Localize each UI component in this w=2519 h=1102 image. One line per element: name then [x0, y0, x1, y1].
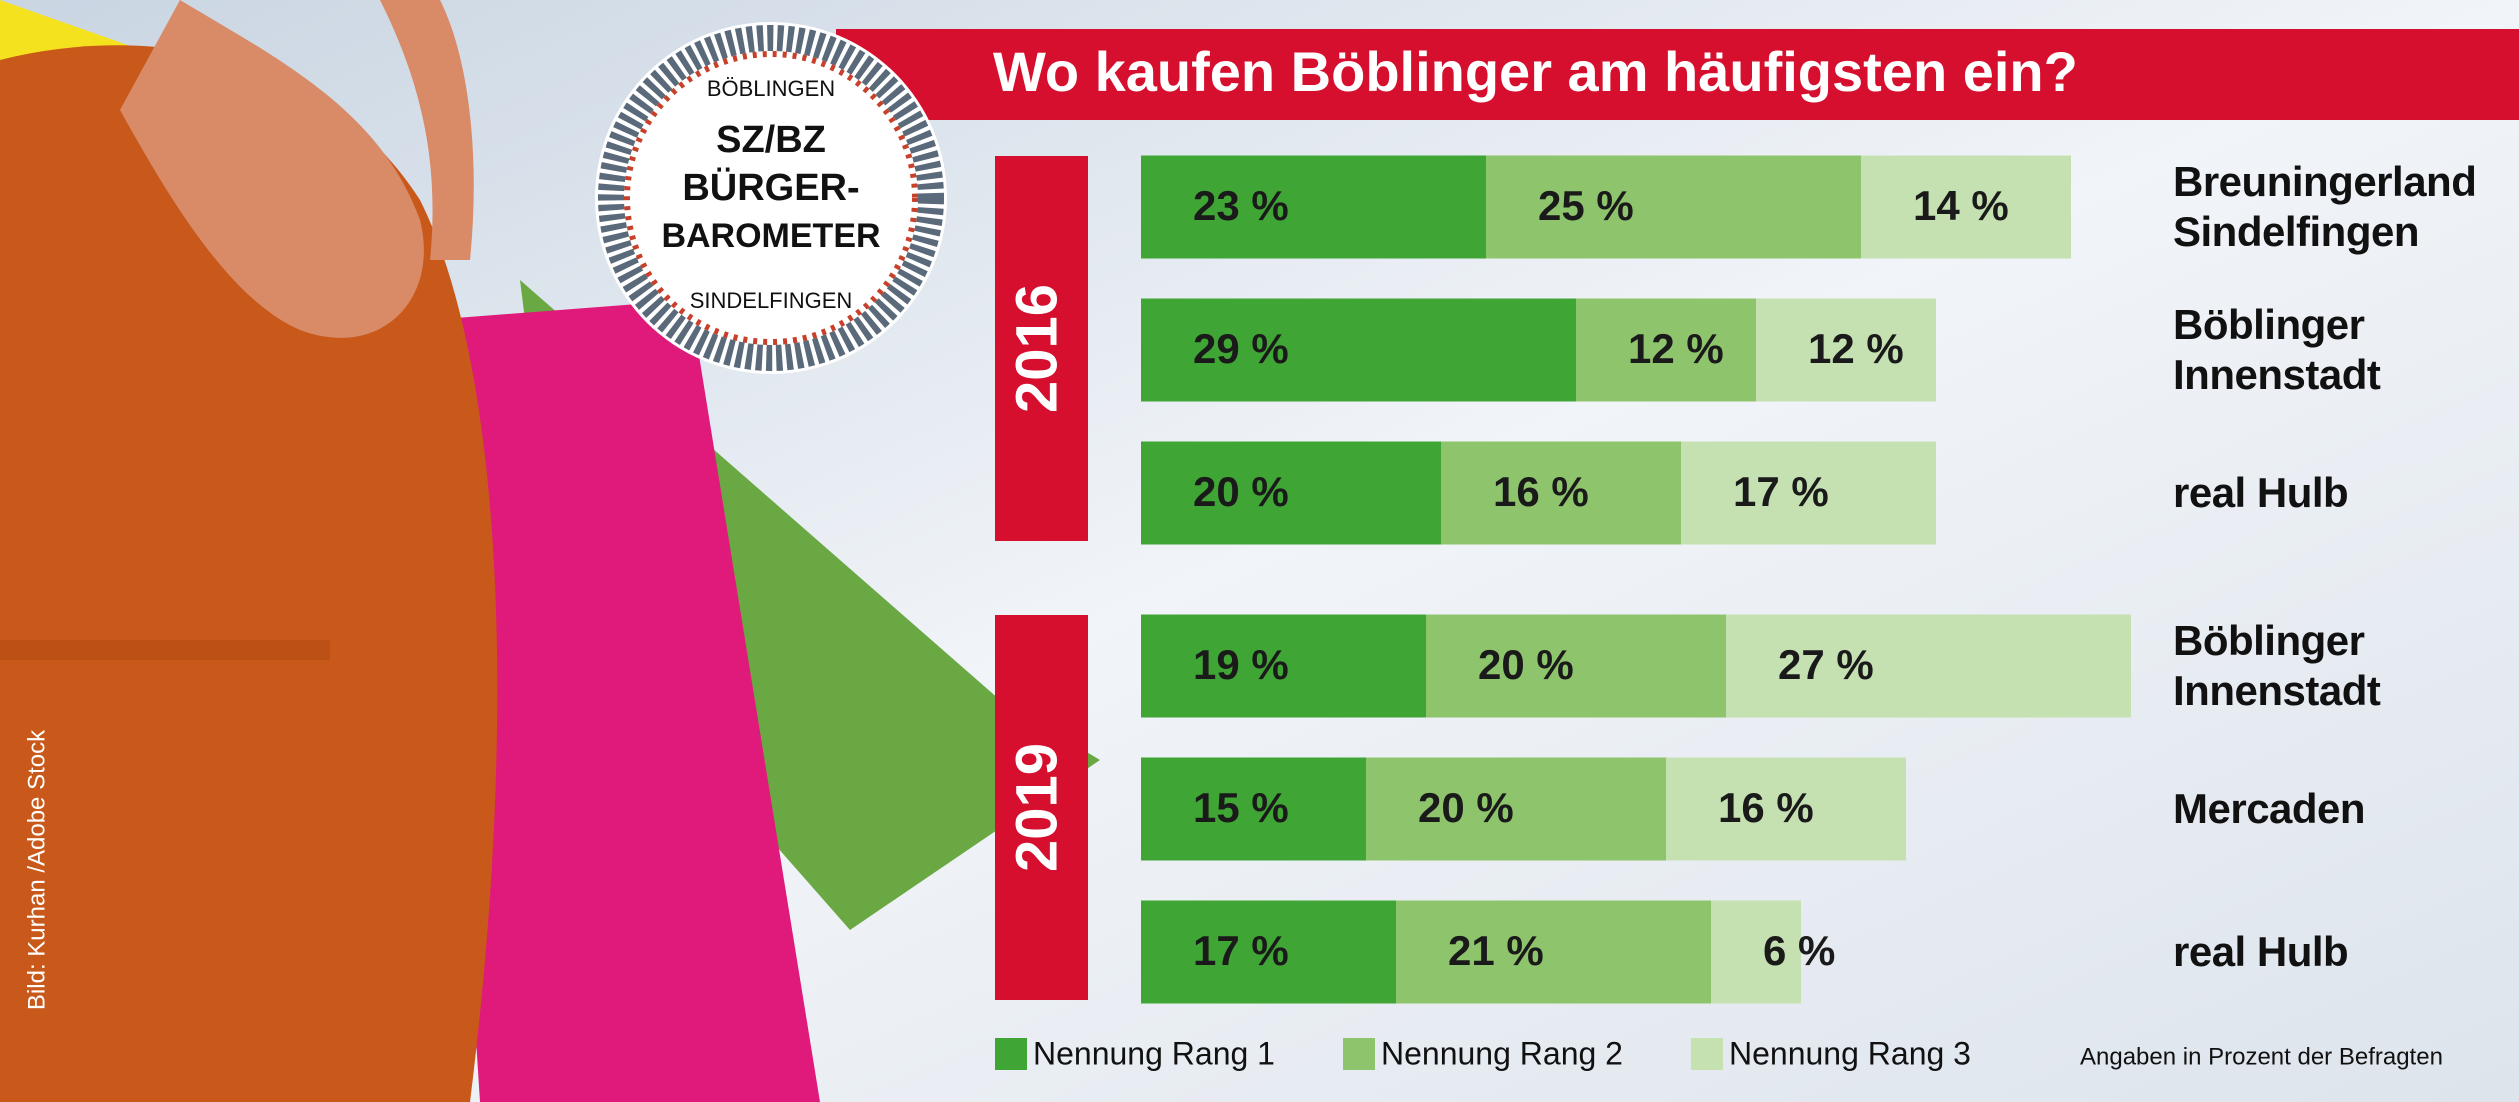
- category-label: Böblinger Innenstadt: [2173, 301, 2381, 398]
- value-label: 16 %: [1718, 784, 1814, 831]
- value-label: 21 %: [1448, 927, 1544, 974]
- bar-segment: [1756, 298, 1936, 402]
- credit: Bild: Kurhan /Adobe Stock: [23, 729, 50, 1010]
- photo: [0, 0, 1100, 1102]
- badge-bottom: SINDELFINGEN: [690, 288, 853, 313]
- legend-label: Nennung Rang 2: [1381, 1035, 1623, 1071]
- bar-segment: [1711, 900, 1801, 1004]
- bar-segment: [1396, 900, 1711, 1004]
- bar-segment: [1576, 298, 1756, 402]
- bar-segment: [1486, 155, 1861, 259]
- chart-title: Wo kaufen Böblinger am häufigsten ein?: [993, 40, 2078, 103]
- legend-swatch: [995, 1038, 1027, 1070]
- value-label: 29 %: [1193, 325, 1289, 372]
- bar-segment: [1366, 757, 1666, 861]
- bar-segment: [1141, 155, 1486, 259]
- bar-segment: [1141, 441, 1441, 545]
- legend-label: Nennung Rang 3: [1729, 1035, 1971, 1071]
- badge-line: BÜRGER-: [682, 166, 859, 209]
- value-label: 16 %: [1493, 468, 1589, 515]
- group-label: 2016: [1004, 284, 1069, 413]
- badge-top: BÖBLINGEN: [707, 76, 835, 101]
- group-label: 2019: [1004, 743, 1069, 872]
- bar-segment: [1141, 298, 1576, 402]
- value-label: 15 %: [1193, 784, 1289, 831]
- legend-swatch: [1691, 1038, 1723, 1070]
- bar-segment: [1726, 614, 2131, 718]
- value-label: 14 %: [1913, 182, 2009, 229]
- group-bar: [995, 615, 1088, 1000]
- badge: BÖBLINGEN SZ/BZ BÜRGER- BAROMETER SINDEL…: [595, 22, 947, 374]
- bar-segment: [1861, 155, 2071, 259]
- bar-segment: [1681, 441, 1936, 545]
- value-label: 20 %: [1193, 468, 1289, 515]
- category-label: Breuningerland Sindelfingen: [2173, 158, 2477, 255]
- value-label: 23 %: [1193, 182, 1289, 229]
- badge-line: BAROMETER: [661, 217, 880, 255]
- bar-segment: [1426, 614, 1726, 718]
- value-label: 17 %: [1733, 468, 1829, 515]
- value-label: 20 %: [1418, 784, 1514, 831]
- value-label: 20 %: [1478, 641, 1574, 688]
- bar-segment: [1141, 900, 1396, 1004]
- badge-line: SZ/BZ: [716, 119, 826, 161]
- value-label: 12 %: [1628, 325, 1724, 372]
- value-label: 19 %: [1193, 641, 1289, 688]
- legend-swatch: [1343, 1038, 1375, 1070]
- group-bar: [995, 156, 1088, 541]
- bar-segment: [1141, 757, 1366, 861]
- value-label: 27 %: [1778, 641, 1874, 688]
- bar-segment: [1666, 757, 1906, 861]
- category-label: Mercaden: [2173, 785, 2366, 832]
- bar-segment: [1441, 441, 1681, 545]
- bar-segment: [1141, 614, 1426, 718]
- category-label: real Hulb: [2173, 928, 2349, 975]
- value-label: 12 %: [1808, 325, 1904, 372]
- category-label: Böblinger Innenstadt: [2173, 617, 2381, 714]
- category-label: real Hulb: [2173, 469, 2349, 516]
- title-bar: [836, 29, 2519, 120]
- note: Angaben in Prozent der Befragten: [2080, 1043, 2443, 1070]
- legend-label: Nennung Rang 1: [1033, 1035, 1275, 1071]
- value-label: 6 %: [1763, 927, 1835, 974]
- value-label: 17 %: [1193, 927, 1289, 974]
- value-label: 25 %: [1538, 182, 1634, 229]
